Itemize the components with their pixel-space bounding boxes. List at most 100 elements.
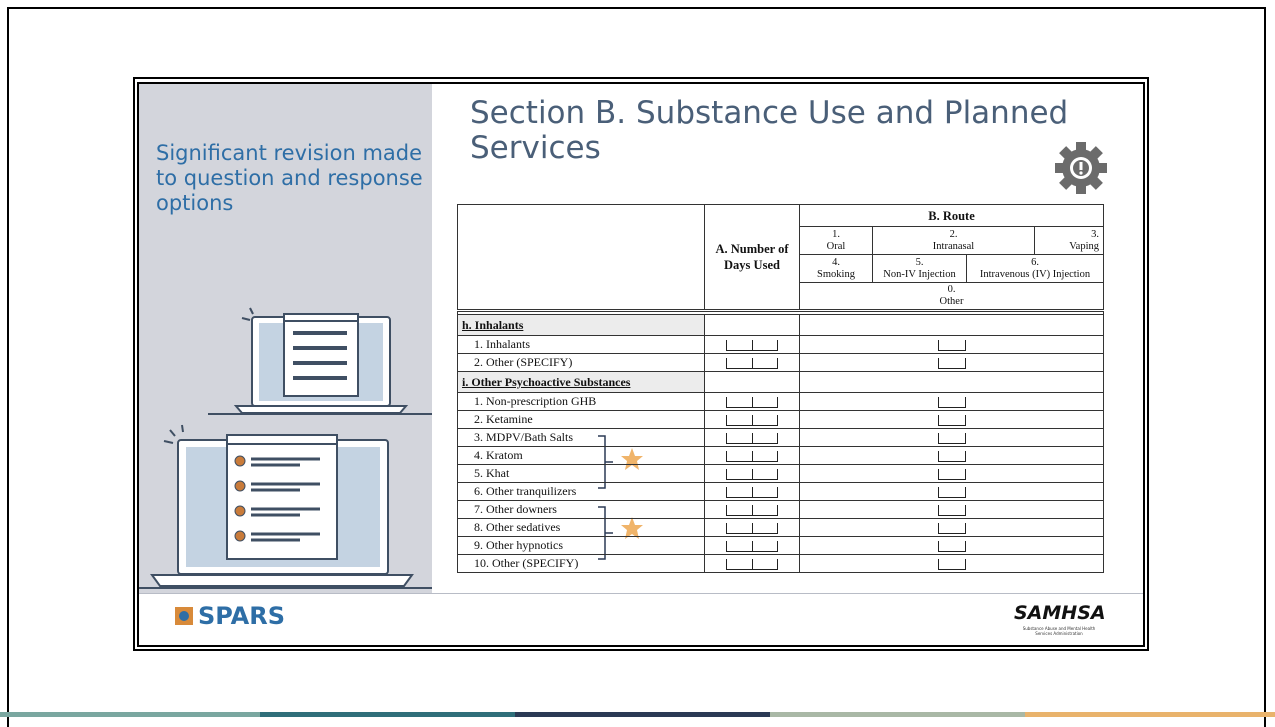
route-option: 4. Smoking bbox=[799, 254, 873, 283]
route-field bbox=[799, 353, 1104, 372]
form-table: A. Number of Days Used B. Route 1. Oral 2.… bbox=[457, 204, 1104, 573]
option-label: Intranasal bbox=[932, 240, 975, 252]
days-field bbox=[704, 482, 800, 501]
footer-rule bbox=[139, 593, 1143, 594]
item-label: 10. Other (SPECIFY) bbox=[457, 554, 705, 573]
gear-icon bbox=[1055, 142, 1107, 194]
item-label: 4. Kratom bbox=[457, 446, 705, 465]
item-label: 2. Ketamine bbox=[457, 410, 705, 429]
item-label: 8. Other sedatives bbox=[457, 518, 705, 537]
days-field bbox=[704, 518, 800, 537]
slide-frame bbox=[133, 77, 1149, 651]
item-row: 9. Other hypnotics bbox=[457, 536, 1104, 555]
option-label: Non-IV Injection bbox=[883, 268, 956, 280]
route-blank bbox=[937, 432, 966, 444]
outer-border bbox=[7, 7, 1266, 727]
samhsa-logo: SAMHSA bbox=[1014, 602, 1106, 624]
empty-cell bbox=[704, 314, 800, 336]
item-label: 5. Khat bbox=[457, 464, 705, 483]
empty-cell bbox=[799, 371, 1104, 393]
column-a-header: A. Number of Days Used bbox=[704, 204, 800, 311]
item-row: 10. Other (SPECIFY) bbox=[457, 554, 1104, 573]
route-field bbox=[799, 554, 1104, 573]
days-field bbox=[704, 392, 800, 411]
days-blank bbox=[726, 432, 778, 444]
days-blank bbox=[726, 357, 778, 369]
item-row: 1. Inhalants bbox=[457, 335, 1104, 354]
option-code: 2. bbox=[949, 228, 958, 240]
item-row: 3. MDPV/Bath Salts bbox=[457, 428, 1104, 447]
route-header: B. Route bbox=[799, 204, 1104, 227]
option-code: 4. bbox=[832, 256, 840, 268]
section-row: h. Inhalants bbox=[457, 314, 1104, 336]
route-blank bbox=[937, 339, 966, 351]
item-label: 2. Other (SPECIFY) bbox=[457, 353, 705, 372]
days-field bbox=[704, 500, 800, 519]
item-label: 6. Other tranquilizers bbox=[457, 482, 705, 501]
section-heading: i. Other Psychoactive Substances bbox=[457, 371, 705, 393]
slide-title: Section B. Substance Use and Planned Ser… bbox=[470, 95, 1069, 166]
route-field bbox=[799, 536, 1104, 555]
route-option: 5. Non-IV Injection bbox=[872, 254, 967, 283]
days-blank bbox=[726, 522, 778, 534]
route-field bbox=[799, 500, 1104, 519]
route-blank bbox=[937, 540, 966, 552]
days-blank bbox=[726, 558, 778, 570]
route-blank bbox=[937, 468, 966, 480]
days-field bbox=[704, 446, 800, 465]
section-row: i. Other Psychoactive Substances bbox=[457, 371, 1104, 393]
days-blank bbox=[726, 486, 778, 498]
route-blank bbox=[937, 504, 966, 516]
item-row: 5. Khat bbox=[457, 464, 1104, 483]
slide bbox=[137, 82, 1145, 647]
route-blank bbox=[937, 450, 966, 462]
route-blank bbox=[937, 522, 966, 534]
laptop-small bbox=[208, 307, 432, 415]
option-label: Other bbox=[939, 296, 964, 307]
days-field bbox=[704, 335, 800, 354]
item-label: 7. Other downers bbox=[457, 500, 705, 519]
days-blank bbox=[726, 468, 778, 480]
days-field bbox=[704, 410, 800, 429]
samhsa-caption: Substance Abuse and Mental Health Servic… bbox=[1022, 626, 1096, 636]
item-label: 1. Non-prescription GHB bbox=[457, 392, 705, 411]
item-row: 8. Other sedatives bbox=[457, 518, 1104, 537]
blank-header bbox=[457, 204, 705, 311]
option-label: Oral bbox=[826, 240, 846, 252]
empty-cell bbox=[799, 314, 1104, 336]
days-blank bbox=[726, 504, 778, 516]
option-label: Smoking bbox=[817, 268, 855, 280]
days-blank bbox=[726, 339, 778, 351]
laptop-large bbox=[139, 424, 432, 589]
option-code: 5. bbox=[915, 256, 924, 268]
route-option: 0. Other bbox=[799, 282, 1104, 311]
option-label: Vaping bbox=[1069, 240, 1099, 252]
option-code: 1. bbox=[832, 228, 840, 240]
bottom-strip bbox=[0, 712, 1275, 717]
days-field bbox=[704, 353, 800, 372]
route-field bbox=[799, 392, 1104, 411]
days-field bbox=[704, 464, 800, 483]
route-blank bbox=[937, 396, 966, 408]
spars-logo: SPARS bbox=[198, 602, 286, 630]
option-code: 0. bbox=[947, 284, 956, 295]
option-code: 6. bbox=[1031, 256, 1039, 268]
route-blank bbox=[937, 558, 966, 570]
route-field bbox=[799, 518, 1104, 537]
route-option: 3. Vaping bbox=[1034, 226, 1104, 255]
route-blank bbox=[937, 414, 966, 426]
item-label: 9. Other hypnotics bbox=[457, 536, 705, 555]
days-field bbox=[704, 554, 800, 573]
item-label: 1. Inhalants bbox=[457, 335, 705, 354]
item-row: 4. Kratom bbox=[457, 446, 1104, 465]
route-option: 6. Intravenous (IV) Injection bbox=[966, 254, 1104, 283]
route-option: 1. Oral bbox=[799, 226, 873, 255]
route-field bbox=[799, 428, 1104, 447]
days-field bbox=[704, 428, 800, 447]
item-row: 1. Non-prescription GHB bbox=[457, 392, 1104, 411]
item-row: 7. Other downers bbox=[457, 500, 1104, 519]
item-row: 6. Other tranquilizers bbox=[457, 482, 1104, 501]
days-blank bbox=[726, 414, 778, 426]
option-label: Intravenous (IV) Injection bbox=[979, 268, 1091, 280]
